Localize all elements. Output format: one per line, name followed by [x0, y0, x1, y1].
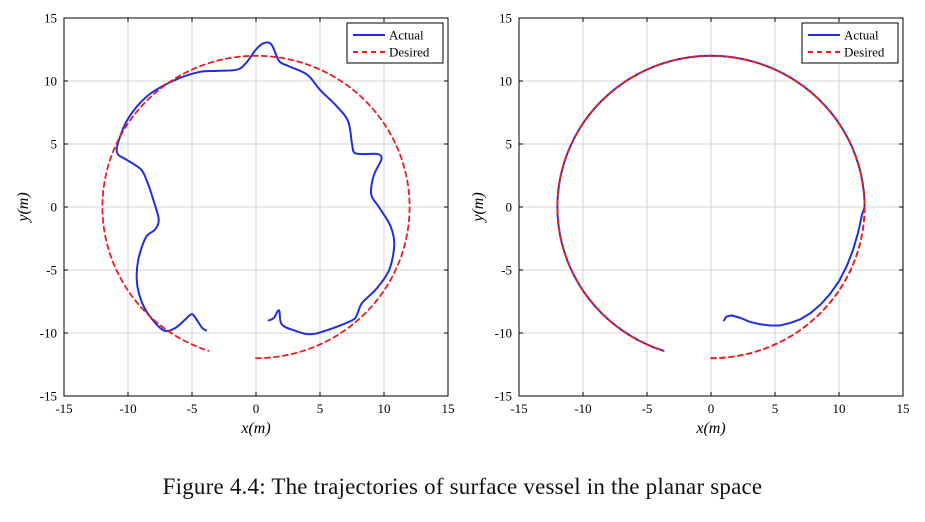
x-tick-label: 0 [708, 401, 715, 416]
x-tick-label: 15 [442, 401, 455, 416]
y-tick-label: 10 [44, 74, 57, 89]
left-plot: -15 -10 -5 0 5 10 15 -15 -10 -5 0 5 10 15 x(m) y(m) Actu… [15, 11, 455, 438]
y-tick-label: 0 [51, 200, 58, 215]
y-tick-label: -5 [46, 263, 57, 278]
x-tick-label: 10 [378, 401, 391, 416]
y-tick-label: 15 [44, 11, 57, 26]
x-tick-label: 5 [317, 401, 324, 416]
y-tick-label: -5 [501, 263, 512, 278]
x-tick-label: -15 [510, 401, 527, 416]
legend-label-desired: Desired [389, 45, 430, 60]
series-line-desired-overlay [556, 54, 866, 360]
y-axis-label: y(m) [15, 192, 32, 223]
series-line-desired [101, 54, 411, 360]
x-tick-label: 15 [897, 401, 910, 416]
y-tick-label: -15 [40, 389, 57, 404]
y-tick-label: 10 [499, 74, 512, 89]
y-tick-label: 5 [51, 137, 58, 152]
y-axis-label: y(m) [470, 192, 487, 223]
legend-box [346, 22, 444, 64]
right-plot: -15 -10 -5 0 5 10 15 -15 -10 -5 0 5 10 15 x(m) y(m) Actu… [470, 11, 910, 438]
x-axis-label: x(m) [240, 420, 270, 437]
series-line-actual [115, 41, 396, 336]
x-tick-label: -10 [574, 401, 591, 416]
x-tick-label: -10 [119, 401, 136, 416]
legend-label-actual: Actual [844, 28, 879, 43]
figure: -15 -10 -5 0 5 10 15 -15 -10 -5 0 5 10 15 x(m) y(m) Actu… [15, 11, 910, 438]
y-tick-label: -10 [40, 326, 57, 341]
y-tick-label: 0 [506, 200, 513, 215]
x-axis-label: x(m) [695, 420, 725, 437]
y-tick-label: 5 [506, 137, 513, 152]
x-tick-label: -5 [187, 401, 198, 416]
x-tick-label: -5 [642, 401, 653, 416]
legend-label-desired: Desired [844, 45, 885, 60]
legend-box [801, 22, 899, 64]
legend-label-actual: Actual [389, 28, 424, 43]
x-tick-label: 5 [772, 401, 779, 416]
y-tick-label: -15 [495, 389, 512, 404]
x-tick-label: -15 [55, 401, 72, 416]
y-tick-label: 15 [499, 11, 512, 26]
x-tick-label: 0 [253, 401, 260, 416]
figure-caption: Figure 4.4: The trajectories of surface … [162, 474, 763, 499]
x-tick-label: 10 [833, 401, 846, 416]
y-tick-label: -10 [495, 326, 512, 341]
